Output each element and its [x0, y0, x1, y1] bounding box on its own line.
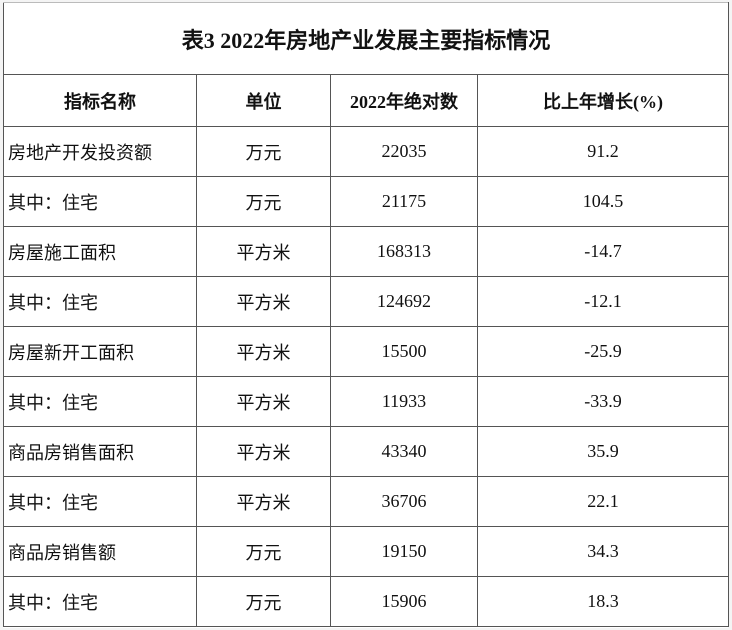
- table-row: 其中：住宅 平方米 36706 22.1: [3, 476, 730, 527]
- table-cell: 万元: [196, 126, 331, 177]
- table-row: 商品房销售面积 平方米 43340 35.9: [3, 426, 730, 477]
- table-title: 表3 2022年房地产业发展主要指标情况: [2, 2, 730, 75]
- table-cell: 21175: [330, 176, 478, 227]
- table-cell: 平方米: [196, 476, 331, 527]
- table-cell: -12.1: [476, 276, 730, 327]
- table-cell: 11933: [330, 376, 478, 427]
- table-cell: 平方米: [196, 426, 331, 477]
- table-cell: 房屋施工面积: [3, 226, 197, 277]
- table-cell: 其中：住宅: [3, 176, 197, 227]
- table-cell: 36706: [330, 476, 478, 527]
- table-cell: -14.7: [476, 226, 730, 277]
- header-row: 指标名称 单位 2022年绝对数 比上年增长(%): [3, 74, 730, 127]
- table-cell: 商品房销售额: [3, 526, 197, 577]
- table-cell: 其中：住宅: [3, 376, 197, 427]
- header-cell: 比上年增长(%): [476, 74, 730, 127]
- table-cell: 22.1: [476, 476, 730, 527]
- table-cell: 房地产开发投资额: [3, 126, 197, 177]
- table-cell: 91.2: [476, 126, 730, 177]
- table-cell: 35.9: [476, 426, 730, 477]
- table-row: 其中：住宅 平方米 124692 -12.1: [3, 276, 730, 327]
- table-cell: 19150: [330, 526, 478, 577]
- table-cell: 124692: [330, 276, 478, 327]
- table-cell: -33.9: [476, 376, 730, 427]
- table-cell: 其中：住宅: [3, 476, 197, 527]
- table-cell: 18.3: [476, 576, 730, 627]
- table-cell: 168313: [330, 226, 478, 277]
- table-cell: 平方米: [196, 376, 331, 427]
- table-row: 其中：住宅 万元 15906 18.3: [3, 576, 730, 627]
- table-row: 房屋新开工面积 平方米 15500 -25.9: [3, 326, 730, 377]
- header-cell: 指标名称: [3, 74, 197, 127]
- table-cell: 房屋新开工面积: [3, 326, 197, 377]
- table-cell: 34.3: [476, 526, 730, 577]
- table-cell: -25.9: [476, 326, 730, 377]
- header-cell: 单位: [196, 74, 331, 127]
- table-row: 其中：住宅 万元 21175 104.5: [3, 176, 730, 227]
- table-cell: 万元: [196, 176, 331, 227]
- header-cell: 2022年绝对数: [330, 74, 478, 127]
- table-cell: 万元: [196, 576, 331, 627]
- table-cell: 平方米: [196, 276, 331, 327]
- table-cell: 22035: [330, 126, 478, 177]
- table-row: 房地产开发投资额 万元 22035 91.2: [3, 126, 730, 177]
- table-cell: 其中：住宅: [3, 276, 197, 327]
- table-cell: 商品房销售面积: [3, 426, 197, 477]
- table-cell: 104.5: [476, 176, 730, 227]
- table-row: 其中：住宅 平方米 11933 -33.9: [3, 376, 730, 427]
- table-cell: 43340: [330, 426, 478, 477]
- table-cell: 平方米: [196, 226, 331, 277]
- table-cell: 15500: [330, 326, 478, 377]
- table-cell: 平方米: [196, 326, 331, 377]
- table-row: 房屋施工面积 平方米 168313 -14.7: [3, 226, 730, 277]
- table-cell: 其中：住宅: [3, 576, 197, 627]
- table-row: 商品房销售额 万元 19150 34.3: [3, 526, 730, 577]
- table-cell: 15906: [330, 576, 478, 627]
- table-cell: 万元: [196, 526, 331, 577]
